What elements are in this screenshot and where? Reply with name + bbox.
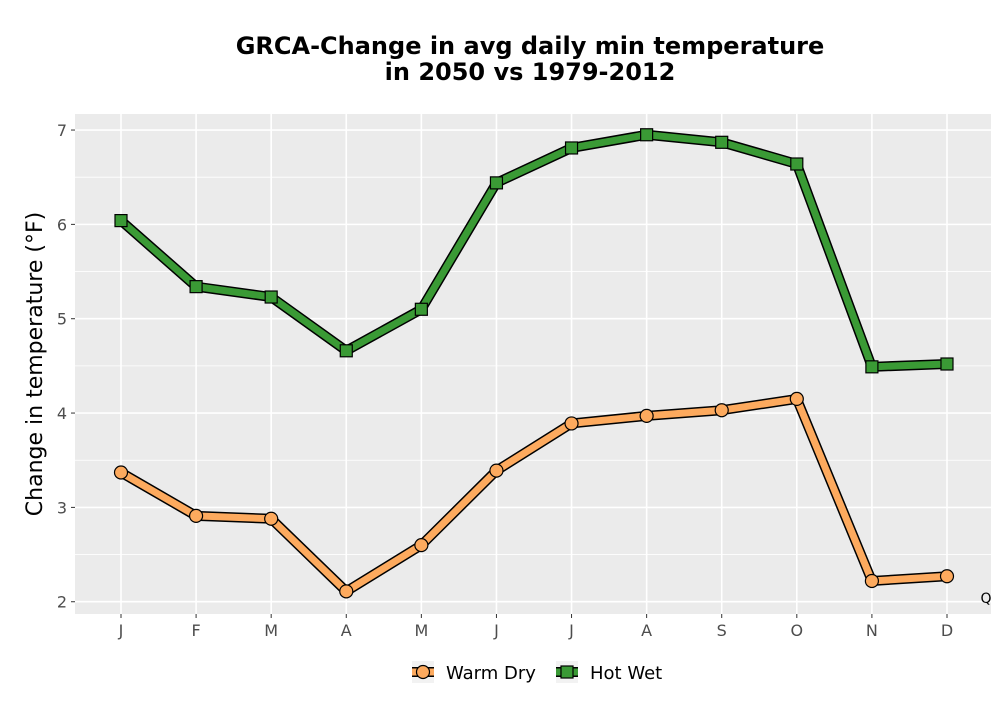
series-1 <box>114 128 954 374</box>
legend-item: Warm Dry <box>412 661 536 684</box>
legend-key-marker <box>415 664 431 680</box>
y-tick-label: 2 <box>57 593 67 612</box>
legend: Warm Dry Hot Wet <box>412 661 662 684</box>
x-tick-label: J <box>118 621 124 640</box>
data-point <box>414 302 428 316</box>
data-point <box>189 280 203 294</box>
data-point <box>715 135 729 149</box>
data-point <box>940 357 954 371</box>
legend-item: Hot Wet <box>556 661 662 684</box>
data-point <box>264 290 278 304</box>
x-tick-label: A <box>641 621 652 640</box>
y-axis-ticks: 2 3 4 5 6 7 <box>57 121 75 612</box>
data-point <box>489 176 504 190</box>
plot-panel <box>75 114 991 614</box>
series-0 <box>113 391 955 599</box>
data-point <box>790 157 804 171</box>
legend-label: Warm Dry <box>446 663 536 684</box>
x-tick-label: F <box>191 621 200 640</box>
x-tick-label: S <box>717 621 727 640</box>
x-tick-label: N <box>866 621 878 640</box>
y-axis-title: Change in temperature (°F) <box>23 212 48 516</box>
data-point <box>714 403 729 418</box>
data-point <box>114 214 128 228</box>
data-point <box>339 344 353 358</box>
x-tick-label: J <box>568 621 574 640</box>
series-line <box>119 395 948 595</box>
chart-title-line-2: in 2050 vs 1979-2012 <box>385 58 676 86</box>
data-point <box>489 463 504 478</box>
data-point <box>264 511 279 526</box>
corner-note: Q <box>980 591 991 607</box>
data-point <box>113 465 129 480</box>
y-tick-label: 3 <box>57 498 67 517</box>
x-tick-label: D <box>941 621 953 640</box>
y-tick-label: 6 <box>57 215 67 234</box>
series-line <box>118 131 948 371</box>
data-point <box>939 569 955 584</box>
y-tick-label: 4 <box>57 404 67 423</box>
x-tick-label: M <box>414 621 428 640</box>
chart-title-line-1: GRCA-Change in avg daily min temperature <box>236 32 825 60</box>
data-point <box>564 416 579 431</box>
data-point <box>414 538 429 553</box>
data-point <box>865 360 879 374</box>
data-point <box>639 408 654 423</box>
data-point <box>188 508 204 523</box>
data-point <box>564 141 579 155</box>
x-tick-label: M <box>264 621 278 640</box>
data-point <box>864 573 880 589</box>
y-tick-label: 7 <box>57 121 67 140</box>
data-point <box>339 584 354 599</box>
legend-label: Hot Wet <box>590 663 662 684</box>
x-tick-label: J <box>493 621 499 640</box>
legend-key-marker <box>560 665 574 679</box>
x-tick-label: A <box>341 621 352 640</box>
data-point <box>789 391 804 407</box>
x-tick-label: O <box>791 621 804 640</box>
series-layer <box>113 128 955 599</box>
y-tick-label: 5 <box>57 310 67 329</box>
data-point <box>640 128 654 142</box>
